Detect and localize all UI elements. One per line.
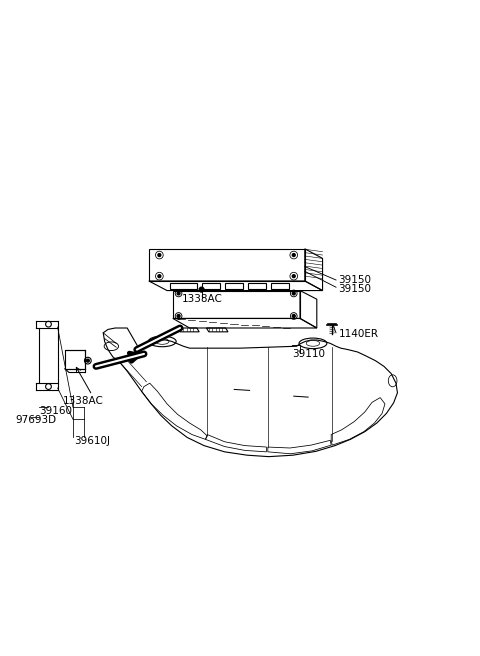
Text: 1140ER: 1140ER	[338, 329, 378, 338]
Bar	[65, 350, 85, 369]
Bar	[202, 283, 220, 289]
Text: 39610J: 39610J	[74, 436, 110, 446]
Text: 39150: 39150	[338, 275, 372, 285]
Circle shape	[177, 292, 180, 295]
Text: 1338AC: 1338AC	[181, 294, 222, 304]
Circle shape	[292, 292, 295, 295]
Bar	[170, 283, 197, 289]
Circle shape	[199, 287, 204, 292]
Text: 39150: 39150	[338, 283, 372, 294]
Circle shape	[158, 254, 161, 256]
Text: 39160: 39160	[39, 405, 72, 415]
Bar	[39, 328, 58, 383]
Bar	[248, 283, 266, 289]
Text: 39110: 39110	[292, 350, 325, 359]
Bar	[225, 283, 243, 289]
Circle shape	[292, 315, 295, 318]
Circle shape	[292, 275, 295, 277]
Text: 1338AC: 1338AC	[62, 396, 103, 406]
Circle shape	[86, 359, 89, 362]
Text: 97693D: 97693D	[15, 415, 57, 425]
Circle shape	[177, 315, 180, 318]
Circle shape	[158, 275, 161, 277]
Circle shape	[292, 254, 295, 256]
Bar	[271, 283, 289, 289]
